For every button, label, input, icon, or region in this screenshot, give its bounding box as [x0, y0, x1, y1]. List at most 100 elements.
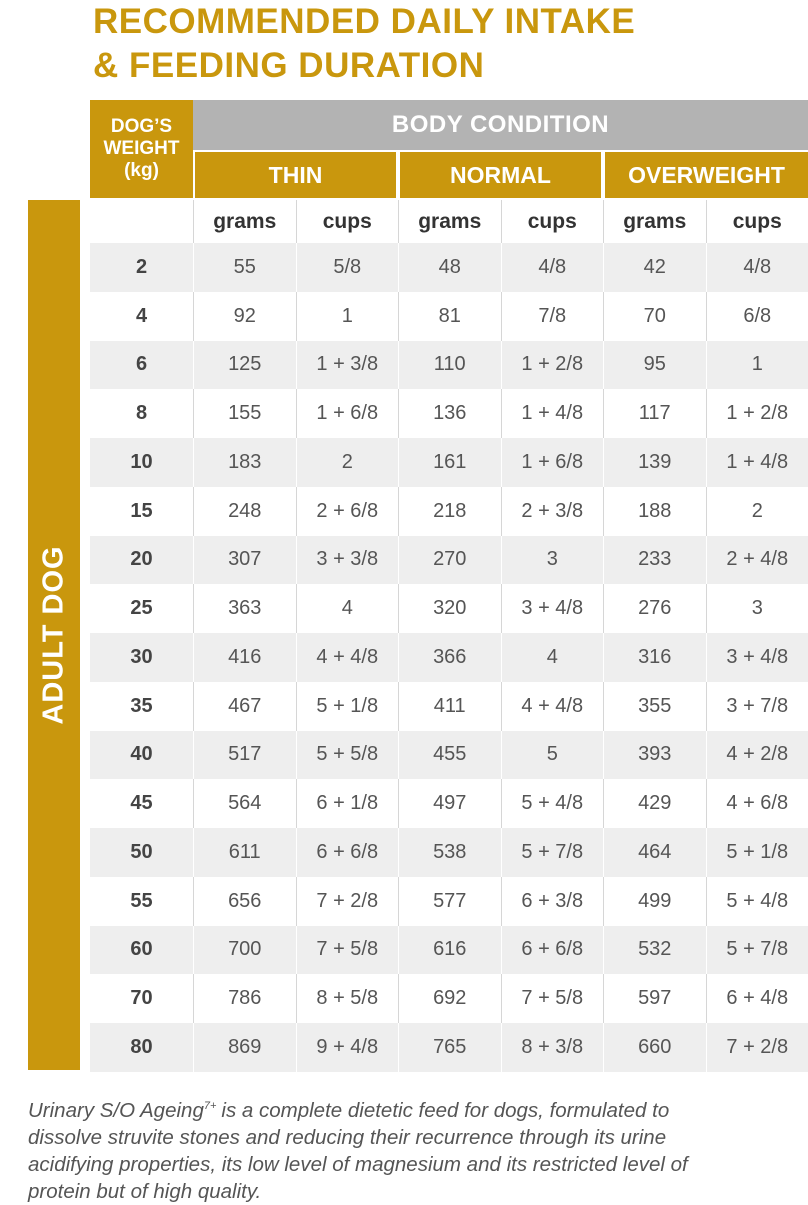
value-cell: 155: [193, 389, 296, 438]
value-cell: 3: [706, 584, 808, 633]
value-cell: 233: [603, 536, 706, 585]
value-cell: 316: [603, 633, 706, 682]
value-cell: 183: [193, 438, 296, 487]
value-cell: 3 + 3/8: [296, 536, 399, 585]
value-cell: 161: [398, 438, 501, 487]
value-cell: 6/8: [706, 292, 808, 341]
value-cell: 597: [603, 974, 706, 1023]
weight-cell: 8: [90, 389, 193, 438]
value-cell: 2 + 4/8: [706, 536, 808, 585]
weight-cell: 55: [90, 877, 193, 926]
value-cell: 4 + 4/8: [296, 633, 399, 682]
value-cell: 467: [193, 682, 296, 731]
value-cell: 5 + 4/8: [501, 779, 604, 828]
value-cell: 4 + 4/8: [501, 682, 604, 731]
weight-cell: 40: [90, 731, 193, 780]
superscript: 7+: [204, 1100, 217, 1112]
footnote-text: is a complete dietetic feed for dogs, fo…: [221, 1099, 669, 1122]
value-cell: 188: [603, 487, 706, 536]
unit-header: cups: [706, 200, 808, 243]
value-cell: 564: [193, 779, 296, 828]
value-cell: 455: [398, 731, 501, 780]
value-cell: 218: [398, 487, 501, 536]
value-cell: 429: [603, 779, 706, 828]
value-cell: 1 + 6/8: [296, 389, 399, 438]
side-label: ADULT DOG: [38, 545, 71, 724]
value-cell: 7 + 5/8: [296, 926, 399, 975]
value-cell: 4/8: [706, 243, 808, 292]
value-cell: 92: [193, 292, 296, 341]
value-cell: 355: [603, 682, 706, 731]
weight-cell: 35: [90, 682, 193, 731]
weight-header-line: DOG’S: [111, 116, 172, 138]
title-line: RECOMMENDED DAILY INTAKE: [93, 2, 635, 42]
value-cell: 248: [193, 487, 296, 536]
value-cell: 366: [398, 633, 501, 682]
value-cell: 577: [398, 877, 501, 926]
value-cell: 765: [398, 1023, 501, 1072]
value-cell: 55: [193, 243, 296, 292]
value-cell: 7 + 2/8: [706, 1023, 808, 1072]
value-cell: 7 + 5/8: [501, 974, 604, 1023]
value-cell: 5 + 7/8: [706, 926, 808, 975]
value-cell: 5 + 1/8: [296, 682, 399, 731]
unit-header: grams: [193, 200, 296, 243]
value-cell: 1: [296, 292, 399, 341]
group-header: BODY CONDITION: [193, 100, 808, 150]
weight-cell: 45: [90, 779, 193, 828]
value-cell: 5: [501, 731, 604, 780]
unit-header: grams: [603, 200, 706, 243]
value-cell: 6 + 3/8: [501, 877, 604, 926]
weight-cell: 15: [90, 487, 193, 536]
value-cell: 4 + 6/8: [706, 779, 808, 828]
value-cell: 5 + 5/8: [296, 731, 399, 780]
weight-cell: 4: [90, 292, 193, 341]
value-cell: 692: [398, 974, 501, 1023]
value-cell: 3 + 7/8: [706, 682, 808, 731]
value-cell: 656: [193, 877, 296, 926]
value-cell: 6 + 4/8: [706, 974, 808, 1023]
value-cell: 464: [603, 828, 706, 877]
value-cell: 3: [501, 536, 604, 585]
value-cell: 393: [603, 731, 706, 780]
unit-header: grams: [398, 200, 501, 243]
weight-cell: 60: [90, 926, 193, 975]
footnote-line: protein but of high quality.: [28, 1178, 808, 1205]
value-cell: 7 + 2/8: [296, 877, 399, 926]
value-cell: 8 + 5/8: [296, 974, 399, 1023]
value-cell: 70: [603, 292, 706, 341]
value-cell: 499: [603, 877, 706, 926]
value-cell: 1 + 2/8: [501, 341, 604, 390]
weight-cell: 70: [90, 974, 193, 1023]
value-cell: 48: [398, 243, 501, 292]
value-cell: 42: [603, 243, 706, 292]
value-cell: 4: [501, 633, 604, 682]
value-cell: 2: [296, 438, 399, 487]
value-cell: 2 + 3/8: [501, 487, 604, 536]
value-cell: 411: [398, 682, 501, 731]
weight-cell: 50: [90, 828, 193, 877]
value-cell: 538: [398, 828, 501, 877]
unit-header: cups: [501, 200, 604, 243]
value-cell: 1 + 3/8: [296, 341, 399, 390]
value-cell: 869: [193, 1023, 296, 1072]
value-cell: 1 + 6/8: [501, 438, 604, 487]
value-cell: 4 + 2/8: [706, 731, 808, 780]
value-cell: 125: [193, 341, 296, 390]
value-cell: 81: [398, 292, 501, 341]
value-cell: 1 + 2/8: [706, 389, 808, 438]
weight-cell: 10: [90, 438, 193, 487]
value-cell: 363: [193, 584, 296, 633]
condition-header: THIN: [195, 152, 396, 198]
value-cell: 3 + 4/8: [706, 633, 808, 682]
value-cell: 517: [193, 731, 296, 780]
value-cell: 8 + 3/8: [501, 1023, 604, 1072]
value-cell: 416: [193, 633, 296, 682]
weight-cell: 2: [90, 243, 193, 292]
value-cell: 786: [193, 974, 296, 1023]
value-cell: 7/8: [501, 292, 604, 341]
footnote-line: Urinary S/O Ageing7+is a complete dietet…: [28, 1093, 808, 1124]
value-cell: 616: [398, 926, 501, 975]
value-cell: 139: [603, 438, 706, 487]
